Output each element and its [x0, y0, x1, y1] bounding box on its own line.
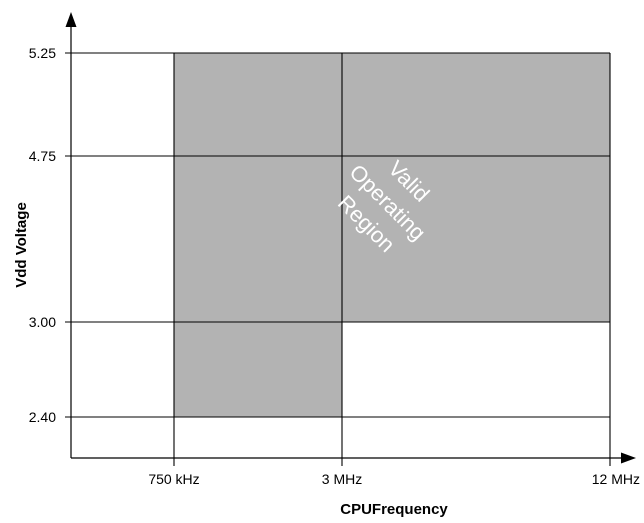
x-tick-label-1: 3 MHz	[322, 471, 362, 487]
y-tick-label-0: 2.40	[29, 409, 56, 425]
x-tick-label-0: 750 kHz	[148, 471, 199, 487]
x-tick-label-2: 12 MHz	[592, 471, 640, 487]
y-tick-label-2: 4.75	[29, 148, 56, 164]
y-axis-arrow	[66, 12, 77, 27]
y-axis-title: Vdd Voltage	[13, 202, 30, 288]
y-tick-label-1: 3.00	[29, 314, 56, 330]
y-tick-label-3: 5.25	[29, 45, 56, 61]
x-axis-title: CPUFrequency	[340, 501, 448, 518]
x-axis-arrow	[621, 453, 636, 464]
